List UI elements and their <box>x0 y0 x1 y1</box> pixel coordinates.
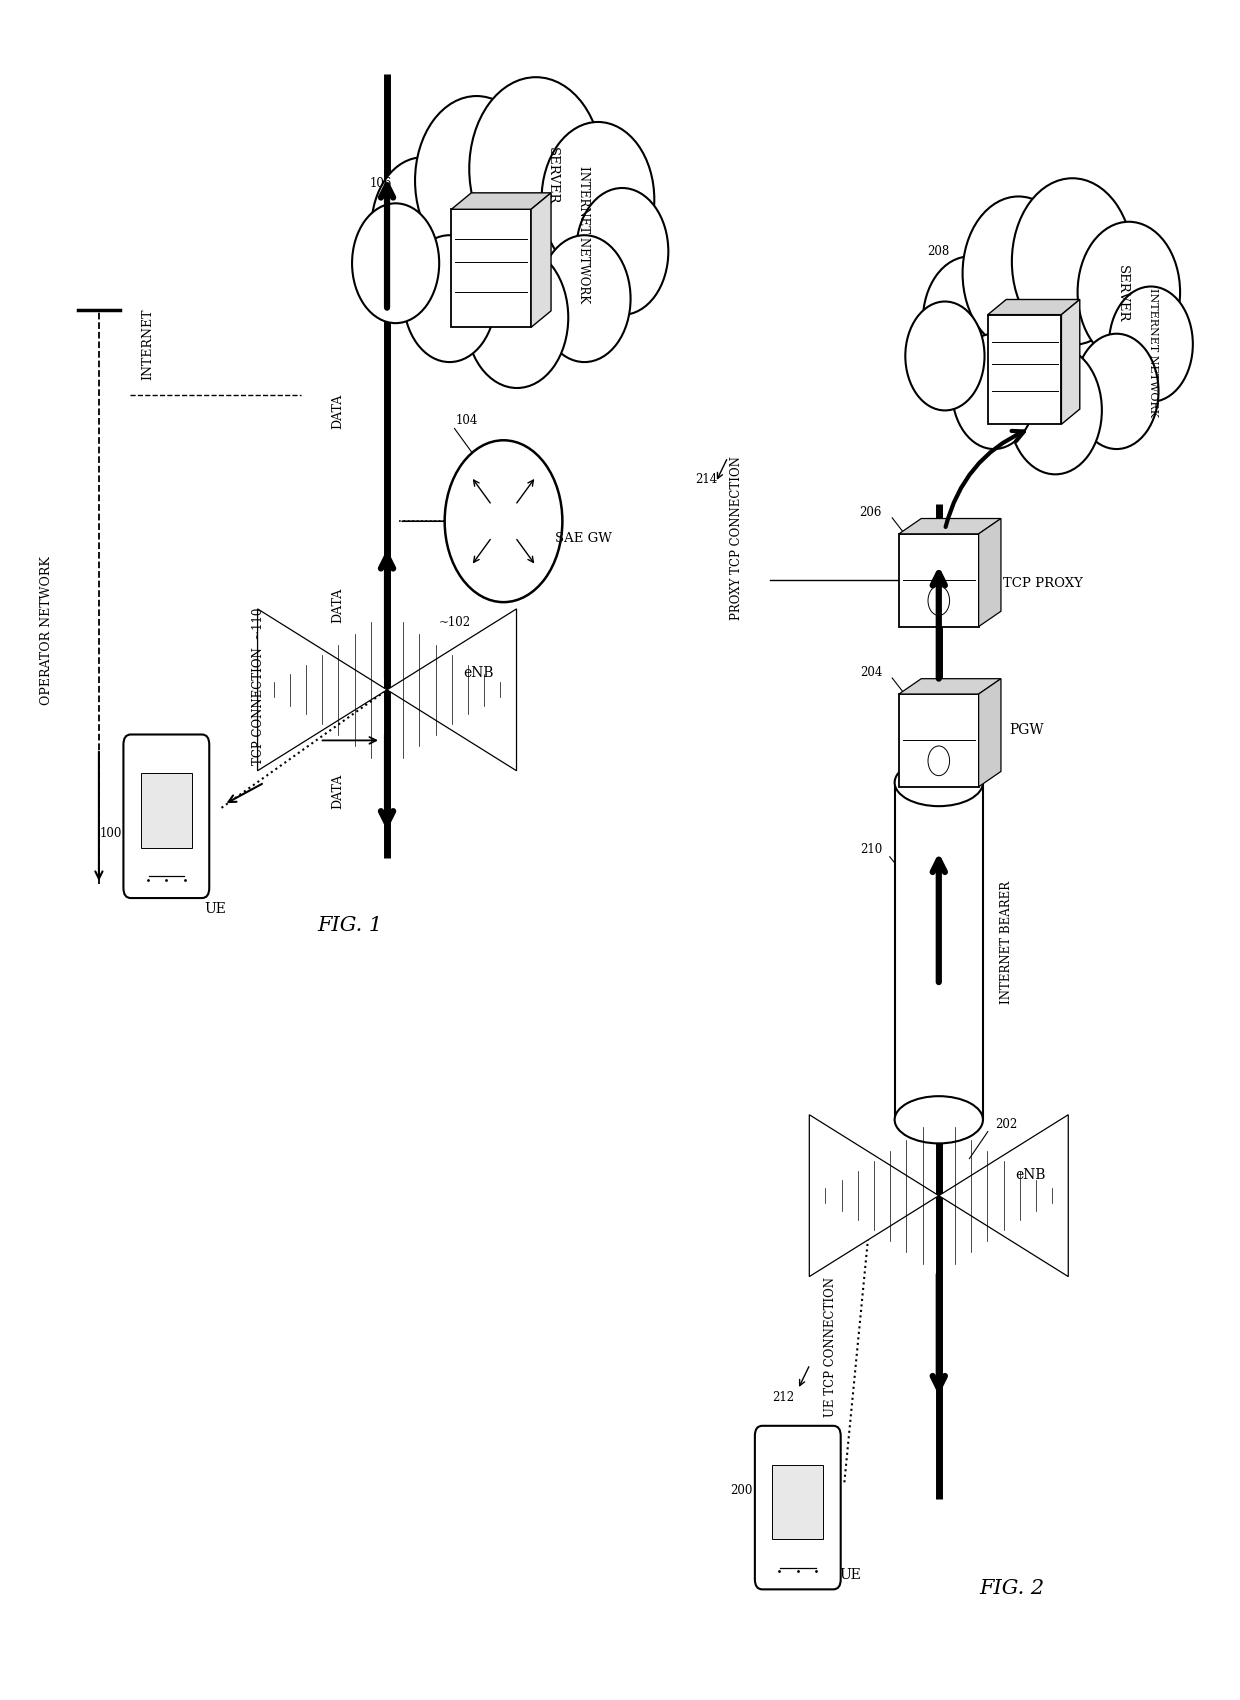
Text: PROXY TCP CONNECTION: PROXY TCP CONNECTION <box>730 456 743 620</box>
FancyBboxPatch shape <box>773 1465 823 1539</box>
FancyBboxPatch shape <box>140 774 192 848</box>
Text: 206: 206 <box>859 507 882 518</box>
Text: INTERNET BEARER: INTERNET BEARER <box>999 881 1013 1005</box>
Circle shape <box>542 122 655 277</box>
Text: 202: 202 <box>996 1119 1017 1131</box>
FancyBboxPatch shape <box>899 534 978 627</box>
Circle shape <box>905 301 985 410</box>
FancyBboxPatch shape <box>988 314 1061 425</box>
Polygon shape <box>810 1115 939 1277</box>
Polygon shape <box>899 678 1001 694</box>
Text: 204: 204 <box>861 666 883 680</box>
Text: DATA: DATA <box>331 774 345 809</box>
Text: FIG. 1: FIG. 1 <box>317 916 383 935</box>
Text: 100: 100 <box>100 826 123 840</box>
Circle shape <box>352 204 439 323</box>
Circle shape <box>952 333 1035 449</box>
Polygon shape <box>978 678 1001 787</box>
Text: DATA: DATA <box>331 394 345 428</box>
Text: UE: UE <box>839 1567 862 1583</box>
Text: SERVER: SERVER <box>1116 265 1130 323</box>
Text: 210: 210 <box>861 843 883 857</box>
FancyBboxPatch shape <box>124 734 210 898</box>
Text: 212: 212 <box>773 1392 794 1404</box>
Circle shape <box>538 235 631 362</box>
Circle shape <box>466 246 568 388</box>
Polygon shape <box>978 518 1001 627</box>
Text: INTERNET NETWORK: INTERNET NETWORK <box>1148 287 1158 416</box>
Circle shape <box>923 257 1016 384</box>
Text: INTERNET: INTERNET <box>141 308 155 379</box>
Text: 208: 208 <box>928 245 950 258</box>
Circle shape <box>1008 347 1102 474</box>
Circle shape <box>469 76 603 260</box>
Text: eNB: eNB <box>1016 1168 1047 1183</box>
Circle shape <box>371 158 474 298</box>
Circle shape <box>1012 178 1133 345</box>
Text: DATA: DATA <box>331 588 345 624</box>
Polygon shape <box>988 299 1080 314</box>
Text: eNB: eNB <box>464 666 495 680</box>
Circle shape <box>415 95 538 265</box>
Text: TCP CONNECTION  ~110: TCP CONNECTION ~110 <box>252 609 265 765</box>
Text: TCP PROXY: TCP PROXY <box>1003 576 1083 590</box>
Text: 214: 214 <box>694 473 717 486</box>
Text: ~102: ~102 <box>439 615 470 629</box>
Text: 104: 104 <box>455 413 477 427</box>
Ellipse shape <box>894 1096 983 1144</box>
Ellipse shape <box>894 758 983 806</box>
FancyBboxPatch shape <box>755 1426 841 1590</box>
Polygon shape <box>387 609 517 770</box>
Polygon shape <box>258 609 387 770</box>
Circle shape <box>403 235 496 362</box>
Polygon shape <box>531 192 551 328</box>
Circle shape <box>928 586 950 615</box>
FancyBboxPatch shape <box>899 694 978 787</box>
Polygon shape <box>939 1115 1069 1277</box>
Text: SAE GW: SAE GW <box>554 532 611 544</box>
Text: UE: UE <box>205 903 227 916</box>
Polygon shape <box>899 518 1001 534</box>
FancyBboxPatch shape <box>894 782 983 1120</box>
Polygon shape <box>451 192 551 209</box>
Circle shape <box>1078 221 1180 362</box>
Text: SERVER: SERVER <box>546 146 559 204</box>
Text: 106: 106 <box>370 177 392 190</box>
Circle shape <box>445 440 563 602</box>
Text: PGW: PGW <box>1009 722 1044 738</box>
Text: FIG. 2: FIG. 2 <box>980 1579 1045 1598</box>
Text: OPERATOR NETWORK: OPERATOR NETWORK <box>40 556 52 705</box>
Circle shape <box>1109 287 1193 401</box>
Text: UE TCP CONNECTION: UE TCP CONNECTION <box>825 1277 837 1418</box>
Polygon shape <box>1061 299 1080 425</box>
FancyBboxPatch shape <box>451 209 531 328</box>
Text: INTERNET NETWORK: INTERNET NETWORK <box>577 167 590 303</box>
Circle shape <box>962 197 1074 350</box>
Text: 200: 200 <box>730 1484 753 1498</box>
Circle shape <box>577 189 668 314</box>
Circle shape <box>1075 333 1158 449</box>
Circle shape <box>928 746 950 775</box>
